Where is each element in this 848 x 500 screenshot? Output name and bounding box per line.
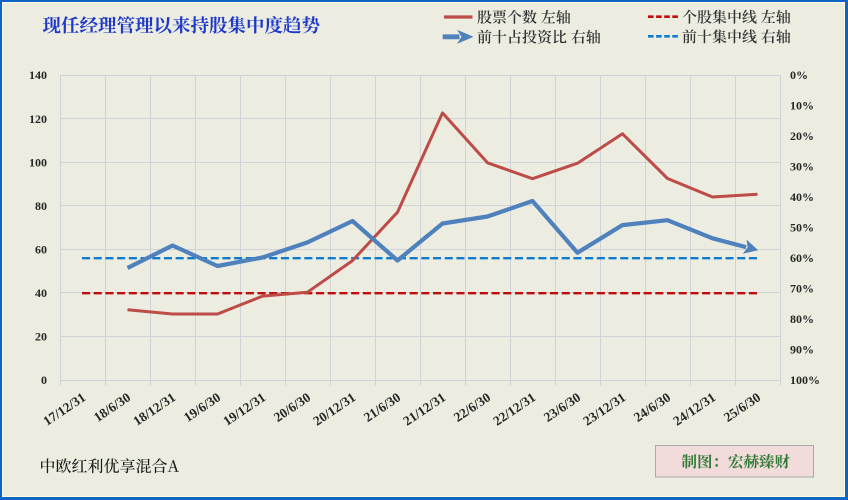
svg-text:120: 120 (29, 112, 47, 126)
svg-text:60: 60 (35, 243, 47, 257)
svg-text:100%: 100% (790, 373, 820, 387)
svg-text:0%: 0% (790, 68, 808, 82)
svg-text:60%: 60% (790, 251, 814, 265)
svg-text:80%: 80% (790, 312, 814, 326)
svg-text:0: 0 (41, 373, 47, 387)
svg-text:30%: 30% (790, 160, 814, 174)
svg-text:20%: 20% (790, 129, 814, 143)
svg-text:40%: 40% (790, 190, 814, 204)
svg-text:10%: 10% (790, 99, 814, 113)
svg-text:20: 20 (35, 330, 47, 344)
svg-text:140: 140 (29, 68, 47, 82)
svg-text:90%: 90% (790, 343, 814, 357)
svg-text:100: 100 (29, 155, 47, 169)
svg-text:40: 40 (35, 286, 47, 300)
svg-text:50%: 50% (790, 221, 814, 235)
svg-text:70%: 70% (790, 282, 814, 296)
svg-text:80: 80 (35, 199, 47, 213)
